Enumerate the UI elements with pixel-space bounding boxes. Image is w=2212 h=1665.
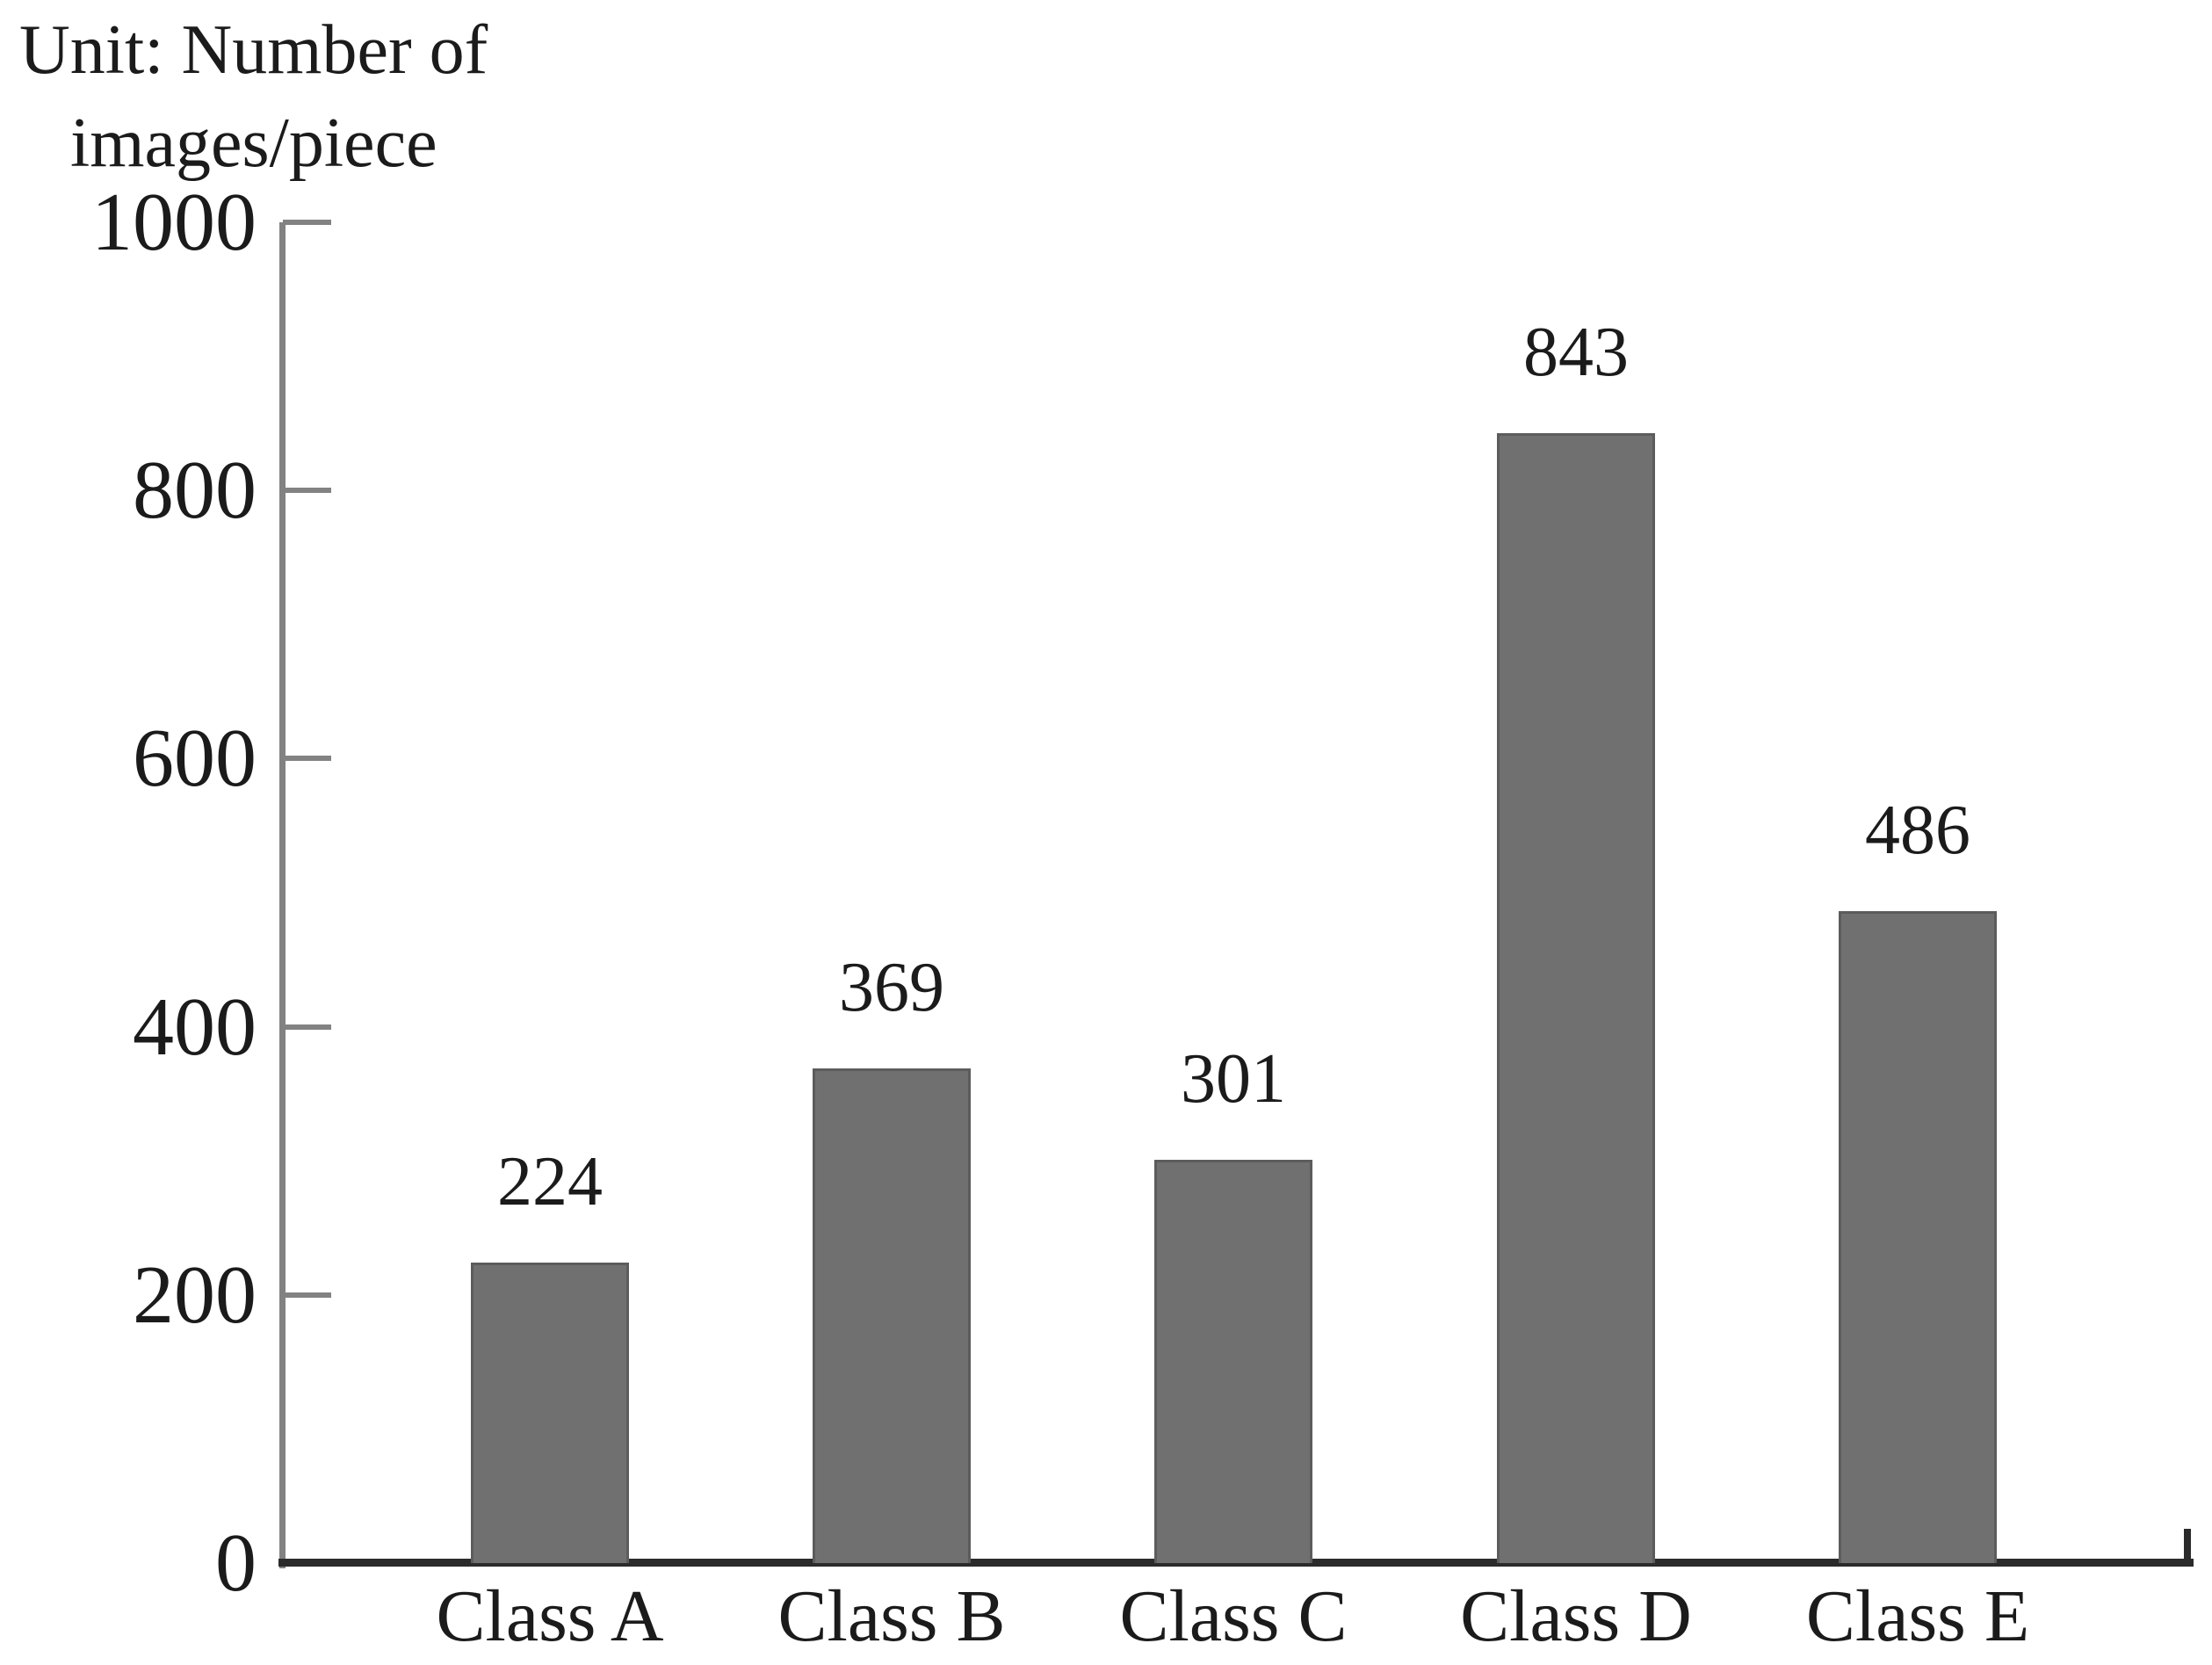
x-category-label: Class C — [1119, 1575, 1348, 1657]
y-tick-label: 400 — [133, 981, 257, 1073]
y-tick-label: 800 — [133, 445, 257, 537]
bar-value-label: 486 — [1865, 792, 1970, 869]
bar — [1497, 433, 1655, 1563]
y-tick — [283, 1024, 331, 1030]
y-axis-line — [279, 222, 286, 1568]
y-tick — [283, 1292, 331, 1298]
bar-value-label: 301 — [1181, 1040, 1286, 1118]
unit-label: Unit: Number of images/piece — [19, 4, 488, 190]
y-tick — [283, 488, 331, 494]
unit-label-line1: Unit: Number of — [19, 11, 488, 89]
unit-label-line2: images/piece — [70, 105, 437, 182]
y-tick-label: 200 — [133, 1249, 257, 1341]
bar — [471, 1263, 629, 1563]
y-tick — [283, 756, 331, 762]
y-tick — [283, 220, 331, 225]
bar — [1839, 911, 1997, 1563]
bar — [1154, 1160, 1312, 1563]
x-category-label: Class D — [1460, 1575, 1692, 1657]
bar-value-label: 369 — [839, 949, 944, 1026]
x-category-label: Class A — [436, 1575, 664, 1657]
bar — [813, 1068, 971, 1563]
x-category-label: Class E — [1805, 1575, 2030, 1657]
x-category-label: Class B — [777, 1575, 1006, 1657]
y-tick-label: 600 — [133, 713, 257, 805]
bar-value-label: 224 — [497, 1143, 603, 1220]
x-axis-end-tick — [2184, 1529, 2191, 1564]
y-tick-label: 0 — [215, 1517, 257, 1609]
y-tick-label: 1000 — [91, 177, 257, 268]
bar-value-label: 843 — [1523, 314, 1629, 391]
